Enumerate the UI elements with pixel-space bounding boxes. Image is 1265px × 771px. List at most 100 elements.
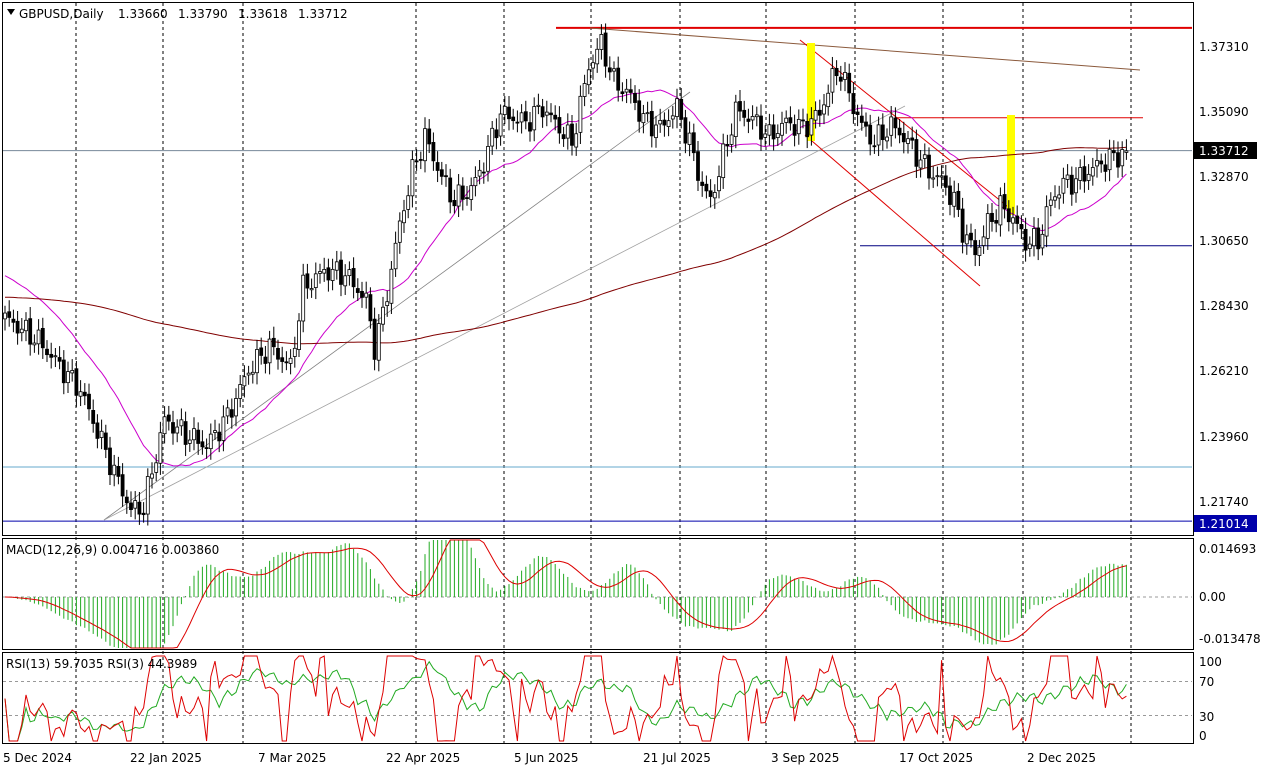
candle-body <box>1078 167 1083 181</box>
rsi-panel <box>3 654 1192 742</box>
candle-body <box>754 114 759 118</box>
candle-body <box>1040 233 1045 249</box>
candle-body <box>255 349 259 374</box>
candle-body <box>473 177 478 187</box>
candle-body <box>1048 199 1053 206</box>
candle-body <box>939 175 944 178</box>
candle-body <box>759 115 763 140</box>
candle-body <box>208 433 213 450</box>
candle-body <box>78 391 83 397</box>
candle-body <box>334 261 339 271</box>
candle-body <box>284 361 289 364</box>
candle-body <box>448 177 453 203</box>
candle-body <box>200 441 205 448</box>
macd-tick: 0.014693 <box>1199 542 1256 556</box>
candle-body <box>74 368 79 396</box>
highlight-bar <box>1007 115 1015 215</box>
candle-body <box>263 356 268 364</box>
candle-body <box>666 120 671 127</box>
candle-body <box>822 104 826 115</box>
price-tick: 1.30650 <box>1199 234 1249 248</box>
symbol-label: GBPUSD,Daily <box>19 7 104 21</box>
candle-body <box>477 169 482 177</box>
candle-body <box>40 327 45 349</box>
candle-body <box>271 337 276 348</box>
macd-tick: -0.013478 <box>1199 632 1261 646</box>
dropdown-triangle-icon[interactable] <box>7 9 15 15</box>
candle-body <box>780 122 784 136</box>
candle-body <box>36 329 41 345</box>
candle-body <box>376 323 381 361</box>
candle-body <box>662 119 667 126</box>
candle-body <box>691 132 696 154</box>
candle-body <box>364 292 369 298</box>
candle-body <box>649 111 654 137</box>
candle-body <box>855 111 860 115</box>
candle-body <box>994 220 999 224</box>
candle-body <box>326 267 331 281</box>
price-tick: 1.37310 <box>1199 40 1249 54</box>
candle-body <box>112 464 117 476</box>
candle-body <box>784 117 789 123</box>
date-tick: 7 Mar 2025 <box>258 751 326 765</box>
candle-body <box>561 134 566 140</box>
candle-body <box>565 124 570 139</box>
candle-body <box>301 274 306 322</box>
candle-body <box>53 355 58 358</box>
candle-body <box>1015 215 1020 224</box>
date-tick: 17 Oct 2025 <box>899 751 973 765</box>
horizontal-levels <box>3 26 1192 522</box>
candle-body <box>1082 166 1087 182</box>
candle-body <box>1107 148 1112 171</box>
candle-body <box>956 190 961 210</box>
candle-body <box>217 431 222 442</box>
candle-body <box>406 195 411 210</box>
candle-body <box>372 318 377 360</box>
candle-body <box>355 288 360 293</box>
candle-body <box>439 169 444 177</box>
candle-body <box>137 501 142 515</box>
price-tick: 1.35090 <box>1199 105 1249 119</box>
candle-body <box>885 136 889 142</box>
candle-body <box>385 301 390 307</box>
candle-body <box>339 259 343 285</box>
candle-body <box>801 119 805 122</box>
rsi13-line <box>4 660 1127 742</box>
candle-body <box>444 175 448 178</box>
candle-body <box>410 159 415 197</box>
candle-body <box>402 210 406 224</box>
candle-body <box>15 320 20 334</box>
candle-body <box>435 162 440 171</box>
candle-body <box>876 124 881 146</box>
candle-body <box>108 447 112 476</box>
highlight-bars <box>807 43 1015 215</box>
candle-body <box>578 95 583 133</box>
candle-body <box>687 132 692 146</box>
candle-body <box>943 175 948 188</box>
candle-body <box>276 348 280 360</box>
rsi-header: RSI(13) 59.7035 RSI(3) 44.3989 <box>6 657 197 671</box>
candle-body <box>586 69 591 86</box>
candle-body <box>641 113 646 124</box>
candle-body <box>574 133 579 148</box>
candle-body <box>633 93 637 103</box>
rsi-tick: 30 <box>1199 710 1214 724</box>
candle-body <box>696 151 700 181</box>
candle-body <box>1032 228 1036 247</box>
candle-body <box>704 183 709 192</box>
candle-body <box>557 117 562 134</box>
candle-body <box>1053 196 1057 201</box>
candle-body <box>515 121 520 124</box>
candle-body <box>494 129 499 139</box>
candle-body <box>250 371 255 375</box>
date-axis: 5 Dec 2024 22 Jan 2025 7 Mar 2025 22 Apr… <box>3 751 1096 765</box>
candle-body <box>70 370 75 374</box>
candle-body <box>985 213 990 239</box>
candle-body <box>523 111 528 122</box>
candle-body <box>847 72 852 94</box>
candle-body <box>213 430 217 433</box>
candle-body <box>166 414 171 422</box>
candle-body <box>393 242 398 270</box>
rsi-tick: 70 <box>1199 675 1214 689</box>
